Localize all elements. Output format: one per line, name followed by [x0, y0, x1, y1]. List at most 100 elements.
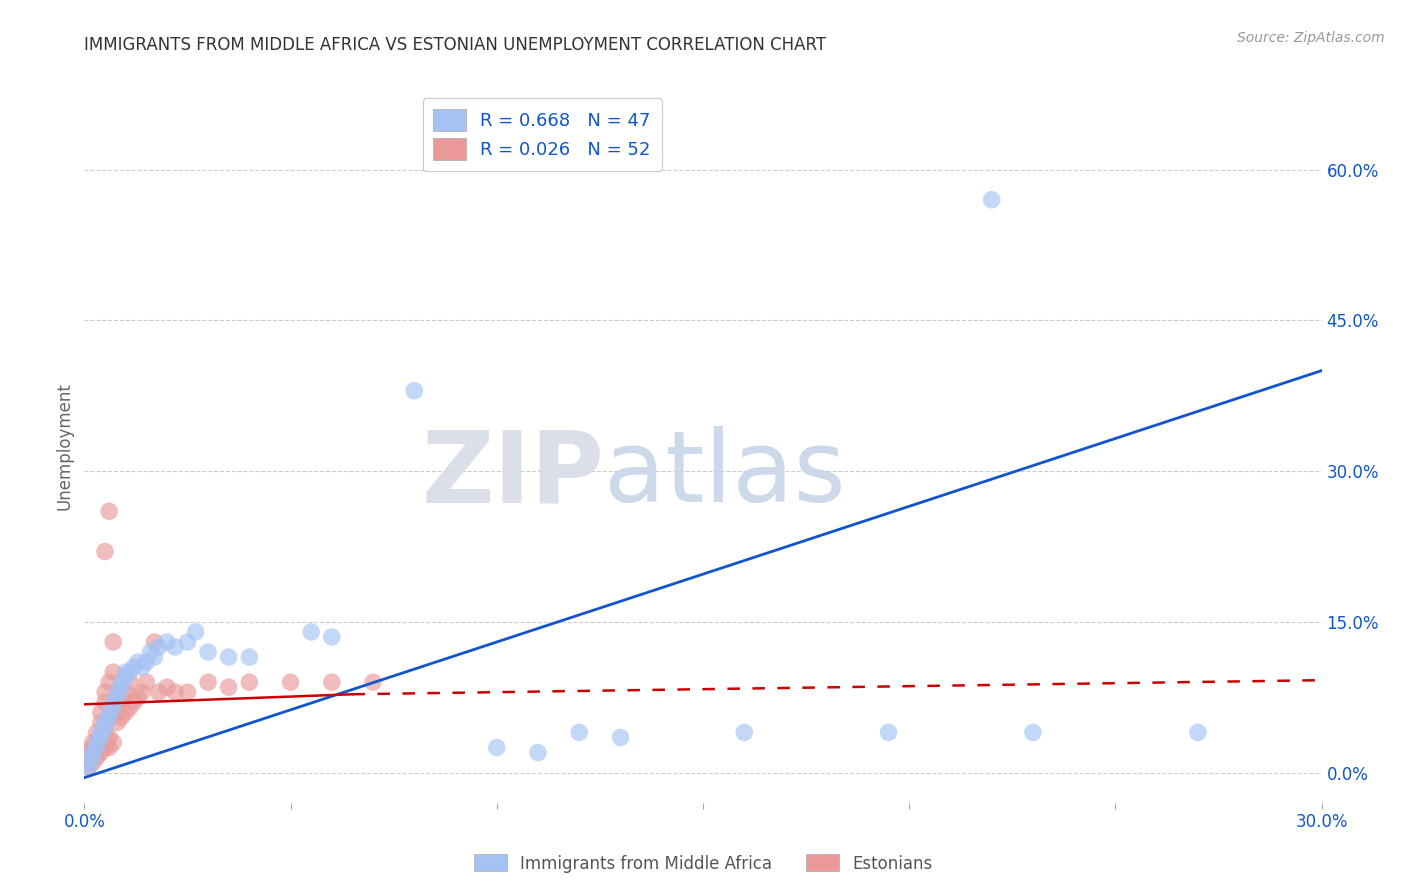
- Point: [238, 650, 260, 665]
- Text: atlas: atlas: [605, 426, 845, 523]
- Point: [568, 725, 591, 739]
- Point: [105, 690, 128, 705]
- Point: [218, 650, 240, 665]
- Point: [139, 645, 162, 659]
- Point: [1187, 725, 1209, 739]
- Point: [131, 685, 153, 699]
- Point: [103, 735, 125, 749]
- Point: [90, 725, 112, 739]
- Point: [127, 690, 149, 705]
- Point: [105, 685, 128, 699]
- Point: [94, 725, 117, 739]
- Point: [127, 655, 149, 669]
- Point: [103, 695, 125, 709]
- Point: [94, 740, 117, 755]
- Point: [77, 761, 100, 775]
- Point: [105, 685, 128, 699]
- Point: [94, 695, 117, 709]
- Point: [114, 706, 136, 720]
- Point: [527, 746, 550, 760]
- Text: Source: ZipAtlas.com: Source: ZipAtlas.com: [1237, 31, 1385, 45]
- Point: [103, 665, 125, 680]
- Point: [110, 690, 132, 705]
- Point: [114, 685, 136, 699]
- Point: [77, 746, 100, 760]
- Point: [148, 640, 170, 654]
- Point: [609, 731, 631, 745]
- Point: [77, 761, 100, 775]
- Point: [184, 624, 207, 639]
- Point: [485, 740, 508, 755]
- Point: [98, 710, 121, 724]
- Point: [103, 635, 125, 649]
- Point: [122, 660, 145, 674]
- Point: [94, 685, 117, 699]
- Point: [114, 670, 136, 684]
- Point: [114, 665, 136, 680]
- Point: [105, 695, 128, 709]
- Point: [176, 635, 198, 649]
- Point: [86, 725, 108, 739]
- Point: [82, 740, 104, 755]
- Point: [82, 746, 104, 760]
- Point: [877, 725, 900, 739]
- Y-axis label: Unemployment: Unemployment: [55, 382, 73, 510]
- Point: [82, 756, 104, 770]
- Point: [165, 685, 187, 699]
- Point: [156, 635, 179, 649]
- Point: [156, 680, 179, 694]
- Point: [77, 750, 100, 764]
- Point: [321, 630, 343, 644]
- Legend: Immigrants from Middle Africa, Estonians: Immigrants from Middle Africa, Estonians: [467, 847, 939, 880]
- Point: [110, 675, 132, 690]
- Point: [90, 735, 112, 749]
- Point: [299, 624, 322, 639]
- Point: [90, 706, 112, 720]
- Point: [103, 706, 125, 720]
- Point: [118, 675, 141, 690]
- Point: [321, 675, 343, 690]
- Point: [94, 715, 117, 730]
- Point: [105, 715, 128, 730]
- Point: [131, 660, 153, 674]
- Point: [110, 710, 132, 724]
- Point: [82, 746, 104, 760]
- Point: [90, 715, 112, 730]
- Point: [165, 640, 187, 654]
- Point: [98, 710, 121, 724]
- Point: [197, 645, 219, 659]
- Point: [86, 740, 108, 755]
- Point: [143, 650, 166, 665]
- Point: [98, 731, 121, 745]
- Point: [86, 735, 108, 749]
- Point: [86, 746, 108, 760]
- Point: [98, 675, 121, 690]
- Point: [98, 504, 121, 518]
- Point: [361, 675, 384, 690]
- Point: [82, 735, 104, 749]
- Point: [218, 680, 240, 694]
- Point: [94, 544, 117, 558]
- Point: [90, 746, 112, 760]
- Point: [86, 750, 108, 764]
- Point: [122, 695, 145, 709]
- Point: [98, 740, 121, 755]
- Point: [94, 720, 117, 734]
- Point: [86, 735, 108, 749]
- Point: [110, 680, 132, 694]
- Point: [280, 675, 302, 690]
- Legend: R = 0.668   N = 47, R = 0.026   N = 52: R = 0.668 N = 47, R = 0.026 N = 52: [423, 98, 662, 171]
- Point: [404, 384, 426, 398]
- Point: [143, 635, 166, 649]
- Point: [82, 750, 104, 764]
- Point: [90, 731, 112, 745]
- Point: [1022, 725, 1045, 739]
- Point: [77, 756, 100, 770]
- Text: ZIP: ZIP: [422, 426, 605, 523]
- Point: [135, 675, 157, 690]
- Point: [118, 700, 141, 714]
- Point: [733, 725, 755, 739]
- Point: [197, 675, 219, 690]
- Point: [103, 700, 125, 714]
- Point: [118, 665, 141, 680]
